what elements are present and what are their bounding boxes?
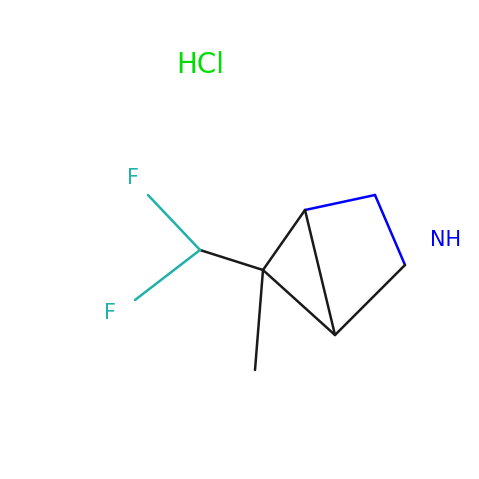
Text: HCl: HCl [176,51,224,79]
Text: F: F [104,303,116,323]
Text: F: F [127,168,139,188]
Text: NH: NH [430,230,461,250]
